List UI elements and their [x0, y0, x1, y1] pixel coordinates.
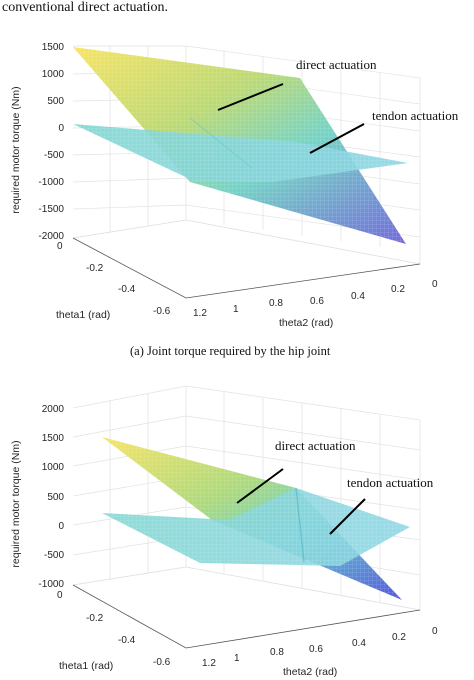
- chart-a-pointer-tendon: [309, 123, 365, 154]
- chart-a-y-ticks: 0 0.2 0.4 0.6 0.8 1 1.2: [193, 279, 438, 319]
- chart-b-ytick: 0: [432, 626, 438, 637]
- chart-b-zlabel: required motor torque (Nm): [10, 440, 22, 567]
- chart-a-ztick: 0: [58, 123, 64, 134]
- chart-b-ztick: -1000: [38, 579, 64, 590]
- chart-a-ytick: 1: [233, 304, 239, 315]
- chart-b-xtick: 0: [57, 590, 63, 601]
- chart-b-ztick: 500: [47, 492, 64, 503]
- chart-a-ytick: 0.4: [351, 291, 365, 302]
- chart-b-annotation-tendon: tendon actuation: [347, 475, 434, 490]
- chart-a-ytick: 0.8: [269, 298, 283, 309]
- chart-b-xtick: -0.6: [153, 657, 171, 668]
- chart-b-ytick: 0.6: [309, 644, 323, 655]
- chart-b-tendon-mesh: [102, 488, 410, 566]
- chart-a-z-ticks: 1500 1000 500 0 -500 -1000 -1500 -2000: [38, 42, 64, 242]
- chart-a-ztick: -1500: [38, 204, 64, 215]
- chart-b-ytick: 0.8: [270, 647, 284, 658]
- chart-b-pointer-direct: [236, 468, 284, 504]
- chart-a-ytick: 1.2: [193, 308, 207, 319]
- top-text: conventional direct actuation.: [2, 0, 168, 15]
- chart-b-ytick: 0.4: [352, 638, 366, 649]
- chart-b-ztick: 2000: [42, 404, 65, 415]
- chart-b-pointer-tendon: [329, 498, 366, 535]
- chart-b-ztick: -500: [44, 550, 64, 561]
- chart-a-xtick: 0: [57, 241, 63, 252]
- caption-a: (a) Joint torque required by the hip joi…: [130, 344, 331, 358]
- chart-b-x-ticks: -0.6 -0.4 -0.2 0: [57, 590, 171, 668]
- chart-b-ztick: 1000: [42, 462, 65, 473]
- chart-b-annotation-direct: direct actuation: [275, 438, 356, 453]
- chart-a-ztick: 1500: [42, 42, 65, 53]
- chart-b-ytick: 1: [234, 653, 240, 664]
- chart-a-annotation-direct: direct actuation: [296, 57, 377, 72]
- chart-a-ztick: -2000: [38, 231, 64, 242]
- chart-a-ztick: -500: [44, 150, 64, 161]
- chart-a-xtick: -0.6: [153, 306, 171, 317]
- chart-b: 2000 1500 1000 500 0 -500 -1000 -0.6 -0.…: [10, 385, 438, 678]
- chart-a-x-ticks: -0.6 -0.4 -0.2 0: [57, 241, 171, 317]
- chart-b-ytick: 0.2: [392, 632, 406, 643]
- chart-a-ztick: 1000: [42, 69, 65, 80]
- chart-b-ztick: 0: [58, 521, 64, 532]
- chart-a-pointer-direct: [217, 83, 284, 111]
- chart-a-xtick: -0.4: [118, 284, 136, 295]
- chart-b-z-ticks: 2000 1500 1000 500 0 -500 -1000: [38, 404, 64, 590]
- chart-a-tendon-mesh: [73, 124, 408, 182]
- chart-a-ztick: -1000: [38, 177, 64, 188]
- chart-a-ylabel: theta2 (rad): [279, 317, 333, 329]
- chart-a-ytick: 0.2: [391, 284, 405, 295]
- chart-a-zlabel: required motor torque (Nm): [10, 86, 22, 213]
- chart-a-ztick: 500: [47, 96, 64, 107]
- chart-b-xtick: -0.2: [86, 613, 104, 624]
- chart-b-ztick: 1500: [42, 433, 65, 444]
- chart-b-xtick: -0.4: [118, 635, 136, 646]
- chart-a-ytick: 0.6: [310, 296, 324, 307]
- chart-a-xlabel: theta1 (rad): [56, 309, 110, 321]
- chart-a: 1500 1000 500 0 -500 -1000 -1500 -2000 -…: [10, 42, 459, 329]
- chart-a-annotation-tendon: tendon actuation: [372, 108, 459, 123]
- chart-b-y-ticks: 0 0.2 0.4 0.6 0.8 1 1.2: [202, 626, 438, 669]
- chart-b-ytick: 1.2: [202, 658, 216, 669]
- chart-a-ytick: 0: [432, 279, 438, 290]
- chart-b-xlabel: theta1 (rad): [59, 660, 113, 672]
- chart-b-ylabel: theta2 (rad): [283, 666, 337, 678]
- chart-a-xtick: -0.2: [86, 263, 104, 274]
